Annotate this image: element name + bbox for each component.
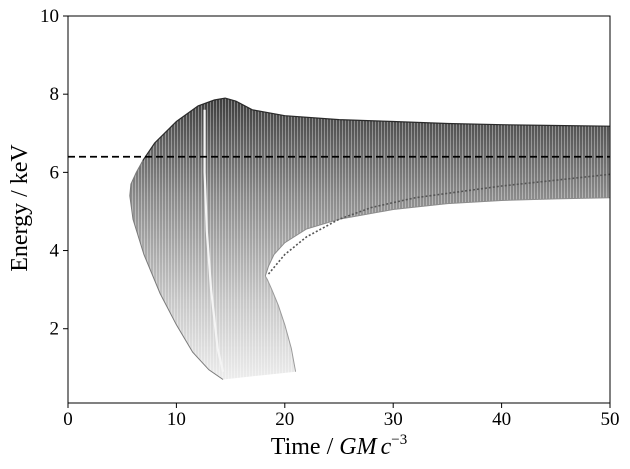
x-axis-label-text: Time / bbox=[271, 434, 339, 460]
x-tick-label: 20 bbox=[275, 409, 294, 430]
x-tick-label: 50 bbox=[601, 409, 620, 430]
x-axis-label-gm: GM bbox=[339, 434, 378, 460]
inner-edge-line bbox=[264, 275, 297, 372]
plot-frame bbox=[67, 15, 611, 404]
y-tick-label: 4 bbox=[50, 241, 60, 262]
x-tick-label: 30 bbox=[384, 409, 403, 430]
x-axis-label-c: c bbox=[381, 434, 392, 460]
upper-envelope-line bbox=[142, 97, 611, 161]
x-axis-label-exponent: −3 bbox=[391, 432, 407, 448]
y-tick-label: 10 bbox=[40, 6, 59, 27]
axes: 0 10 20 30 40 50 2 4 6 8 10 bbox=[40, 6, 620, 430]
lower-envelope-line bbox=[264, 197, 611, 277]
bright-streak-line bbox=[203, 109, 225, 372]
spectrum-region-texture bbox=[129, 98, 611, 380]
x-axis-label: Time / GM c−3 bbox=[271, 432, 407, 460]
dark-streak-line bbox=[267, 173, 611, 275]
y-axis-label: Energy / keV bbox=[7, 144, 33, 272]
x-tick-label: 10 bbox=[167, 409, 186, 430]
y-tick-label: 8 bbox=[50, 84, 60, 105]
y-tick-label: 6 bbox=[50, 162, 60, 183]
y-tick-label: 2 bbox=[50, 319, 60, 340]
outer-edge-line bbox=[129, 160, 224, 380]
plot-area bbox=[68, 97, 611, 380]
x-tick-label: 0 bbox=[63, 409, 73, 430]
x-tick-label: 40 bbox=[492, 409, 511, 430]
